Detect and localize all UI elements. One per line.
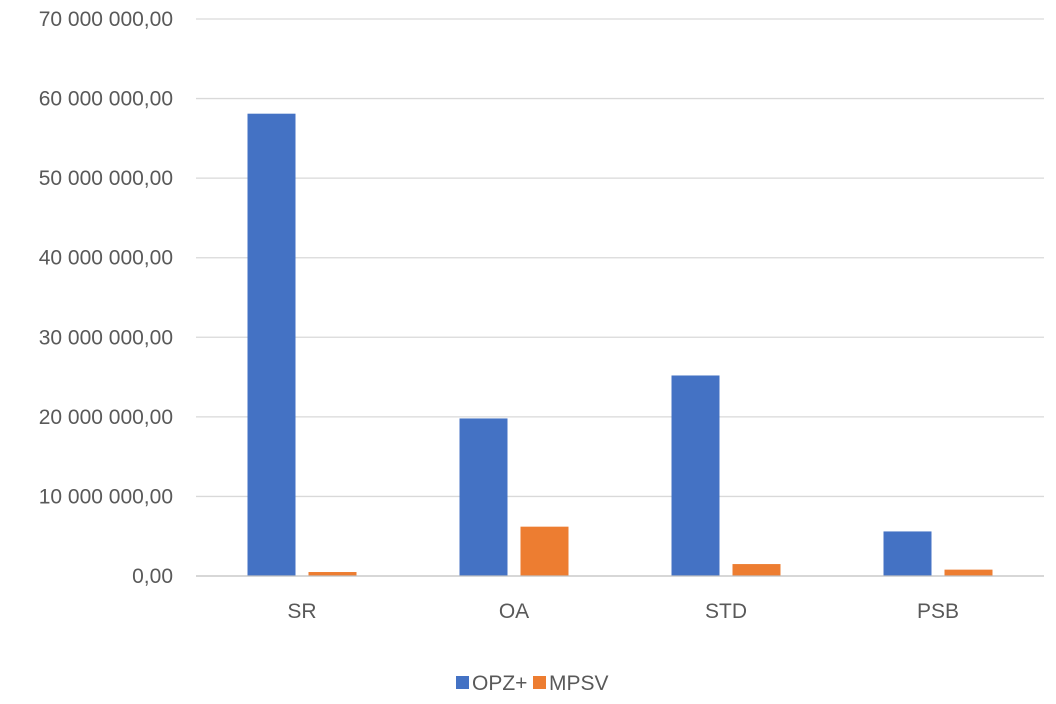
y-tick-label: 60 000 000,00 [39, 88, 173, 111]
bar-opz--std [671, 375, 720, 576]
y-tick-label: 0,00 [132, 565, 173, 588]
x-tick-label: PSB [917, 600, 959, 623]
bar-opz--sr [247, 113, 296, 576]
x-tick-label: OA [499, 600, 529, 623]
y-tick-label: 40 000 000,00 [39, 247, 173, 270]
legend-swatch [533, 676, 546, 689]
y-tick-label: 50 000 000,00 [39, 167, 173, 190]
bar-mpsv-oa [520, 526, 569, 576]
bar-mpsv-sr [308, 572, 357, 576]
x-axis-tick-labels: SR OA STD PSB [287, 600, 959, 623]
y-tick-label: 20 000 000,00 [39, 406, 173, 429]
legend: OPZ+ MPSV [456, 672, 609, 695]
y-tick-label: 30 000 000,00 [39, 326, 173, 349]
bar-opz--oa [459, 418, 508, 576]
bar-series [247, 113, 993, 576]
bar-mpsv-psb [944, 569, 993, 576]
legend-label: MPSV [549, 672, 609, 695]
x-tick-label: STD [705, 600, 747, 623]
legend-label: OPZ+ [472, 672, 527, 695]
legend-swatch [456, 676, 469, 689]
x-tick-label: SR [287, 600, 316, 623]
bar-mpsv-std [732, 564, 781, 576]
bar-opz--psb [883, 531, 932, 576]
gridlines [196, 18, 1044, 498]
y-tick-label: 70 000 000,00 [39, 8, 173, 31]
y-axis-tick-labels: 0,00 10 000 000,00 20 000 000,00 30 000 000… [39, 8, 173, 588]
y-tick-label: 10 000 000,00 [39, 485, 173, 508]
